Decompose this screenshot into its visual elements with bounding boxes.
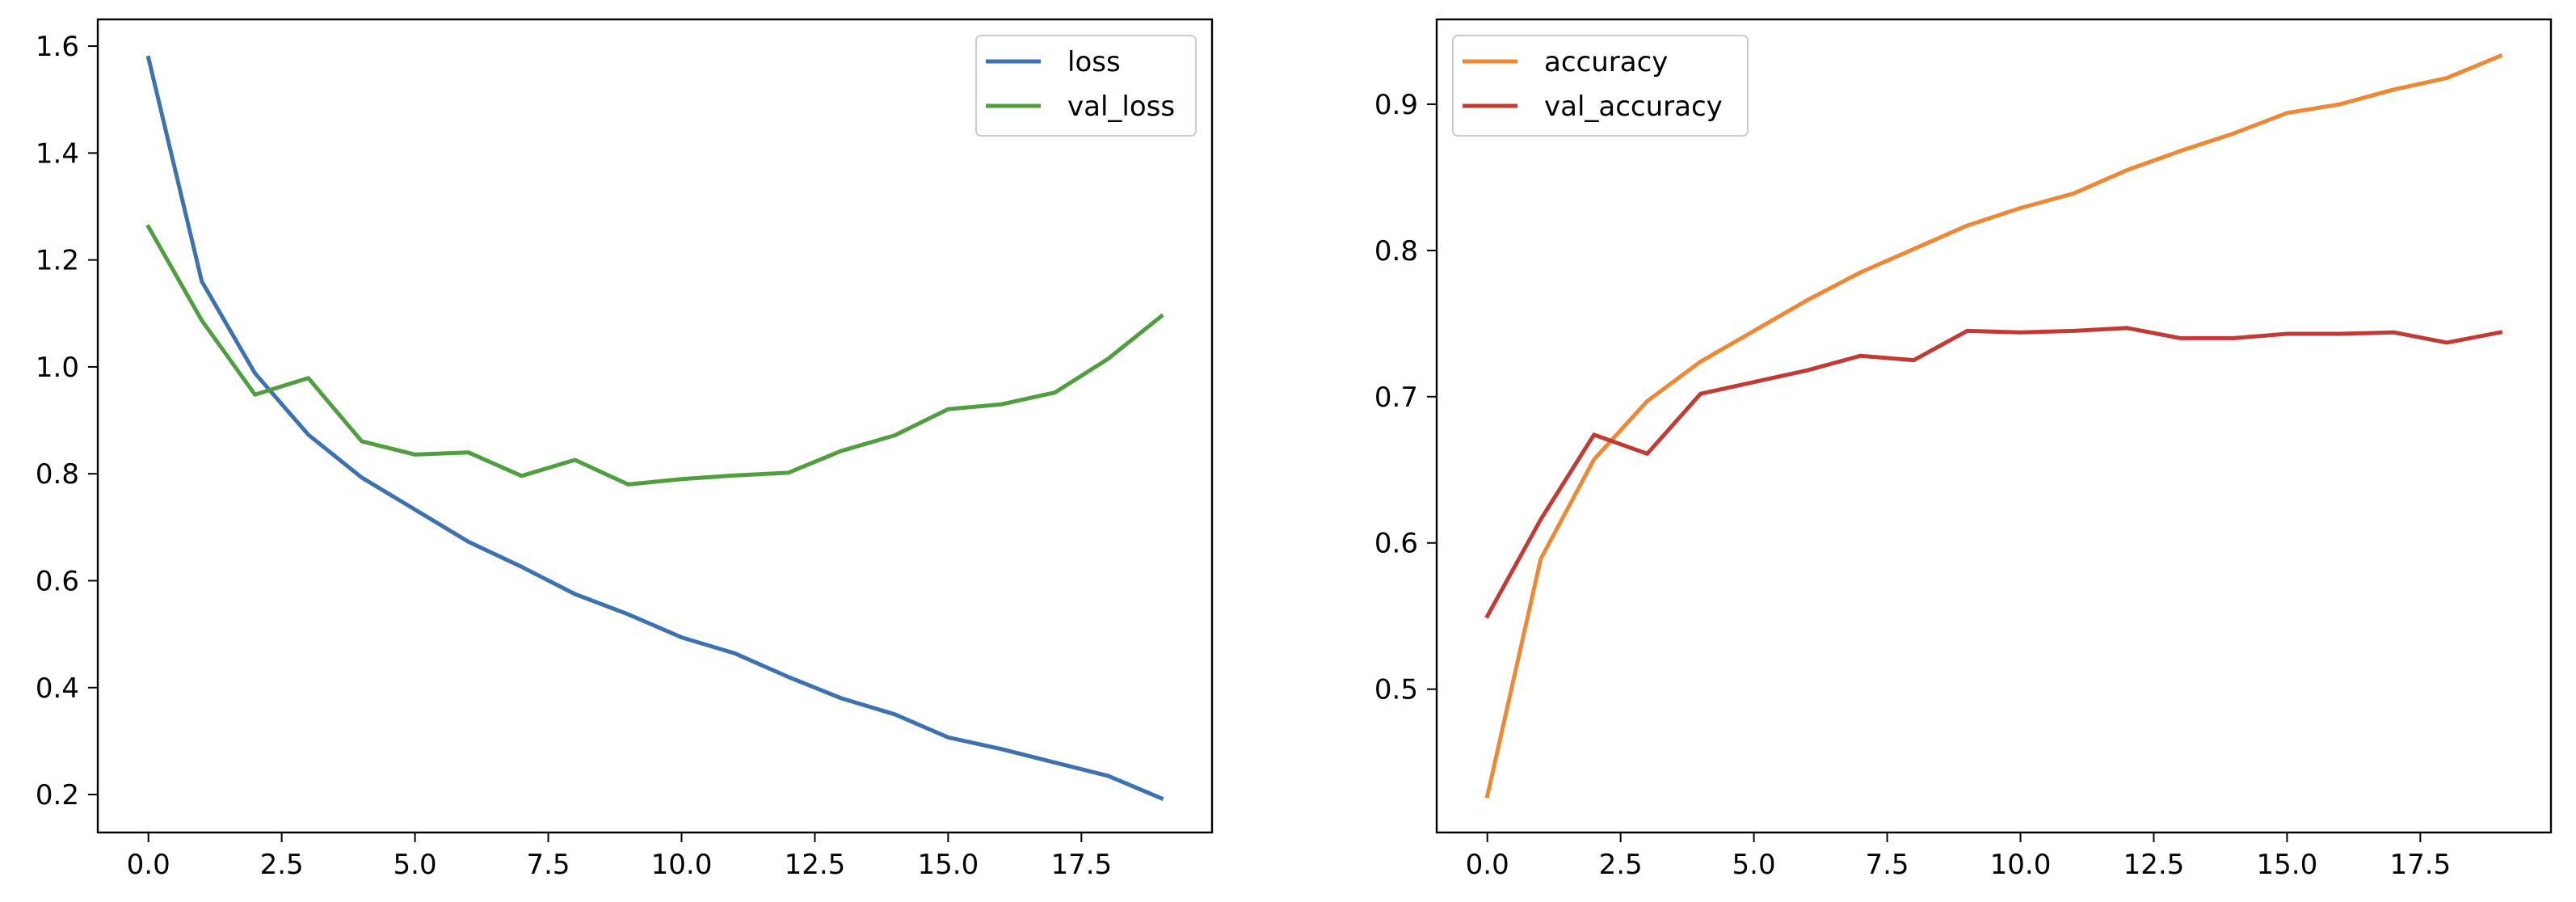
legend-label-accuracy: accuracy xyxy=(1544,46,1668,78)
x-tick-label: 5.0 xyxy=(394,849,437,881)
legend: accuracy val_accuracy xyxy=(1452,35,1749,137)
loss-chart: 0.0 2.5 5.0 7.5 10.0 12.5 15.0 17.5 0.2 0.4 0.6 0.8… xyxy=(36,18,1214,881)
x-tick-label: 10.0 xyxy=(651,849,713,881)
x-tick-label: 17.5 xyxy=(1050,849,1112,881)
x-tick-label: 2.5 xyxy=(260,849,304,881)
x-tick-label: 0.0 xyxy=(1466,849,1509,881)
y-tick-label: 1.6 xyxy=(36,31,79,63)
series-lines xyxy=(145,55,1164,801)
axes-frame xyxy=(1435,18,2553,834)
x-tick-label: 7.5 xyxy=(1865,849,1909,881)
legend-label-val-loss: val_loss xyxy=(1067,91,1175,123)
x-tick-label: 15.0 xyxy=(918,849,979,881)
legend: loss val_loss xyxy=(975,35,1197,137)
x-tick-label: 10.0 xyxy=(1990,849,2052,881)
y-tick-label: 0.8 xyxy=(1374,235,1418,268)
axes-frame xyxy=(96,18,1214,834)
y-axis: 0.5 0.6 0.7 0.8 0.9 xyxy=(1374,89,1437,706)
x-tick-label: 5.0 xyxy=(1732,849,1776,881)
legend-box xyxy=(1452,35,1749,137)
y-tick-label: 1.0 xyxy=(36,352,79,384)
accuracy-chart: 0.0 2.5 5.0 7.5 10.0 12.5 15.0 17.5 0.5 0.6 0.7 0.8… xyxy=(1374,18,2553,881)
series-line-loss xyxy=(145,55,1164,801)
y-tick-label: 0.4 xyxy=(36,672,79,705)
x-tick-label: 7.5 xyxy=(526,849,570,881)
x-tick-label: 17.5 xyxy=(2389,849,2451,881)
x-axis: 0.0 2.5 5.0 7.5 10.0 12.5 15.0 17.5 xyxy=(1466,832,2451,881)
x-tick-label: 15.0 xyxy=(2257,849,2318,881)
series-line-accuracy xyxy=(1484,53,2503,799)
y-tick-label: 0.6 xyxy=(1374,528,1418,560)
y-axis: 0.2 0.4 0.6 0.8 1.0 1.2 1.4 1.6 xyxy=(36,31,98,811)
y-tick-label: 0.9 xyxy=(1374,89,1418,121)
y-tick-label: 0.7 xyxy=(1374,381,1418,414)
y-tick-label: 0.2 xyxy=(36,779,79,811)
x-tick-label: 12.5 xyxy=(2124,849,2185,881)
x-axis: 0.0 2.5 5.0 7.5 10.0 12.5 15.0 17.5 xyxy=(127,832,1112,881)
y-tick-label: 0.6 xyxy=(36,565,79,597)
y-tick-label: 0.5 xyxy=(1374,674,1418,706)
x-tick-label: 12.5 xyxy=(785,849,846,881)
x-tick-label: 0.0 xyxy=(127,849,170,881)
y-tick-label: 1.4 xyxy=(36,137,79,170)
series-line-val-accuracy xyxy=(1484,326,2503,619)
legend-label-loss: loss xyxy=(1067,46,1121,78)
x-tick-label: 2.5 xyxy=(1599,849,1643,881)
legend-label-val-accuracy: val_accuracy xyxy=(1544,91,1723,123)
series-lines xyxy=(1484,53,2503,799)
y-tick-label: 0.8 xyxy=(36,458,79,491)
y-tick-label: 1.2 xyxy=(36,245,79,277)
series-line-val-loss xyxy=(145,224,1164,487)
